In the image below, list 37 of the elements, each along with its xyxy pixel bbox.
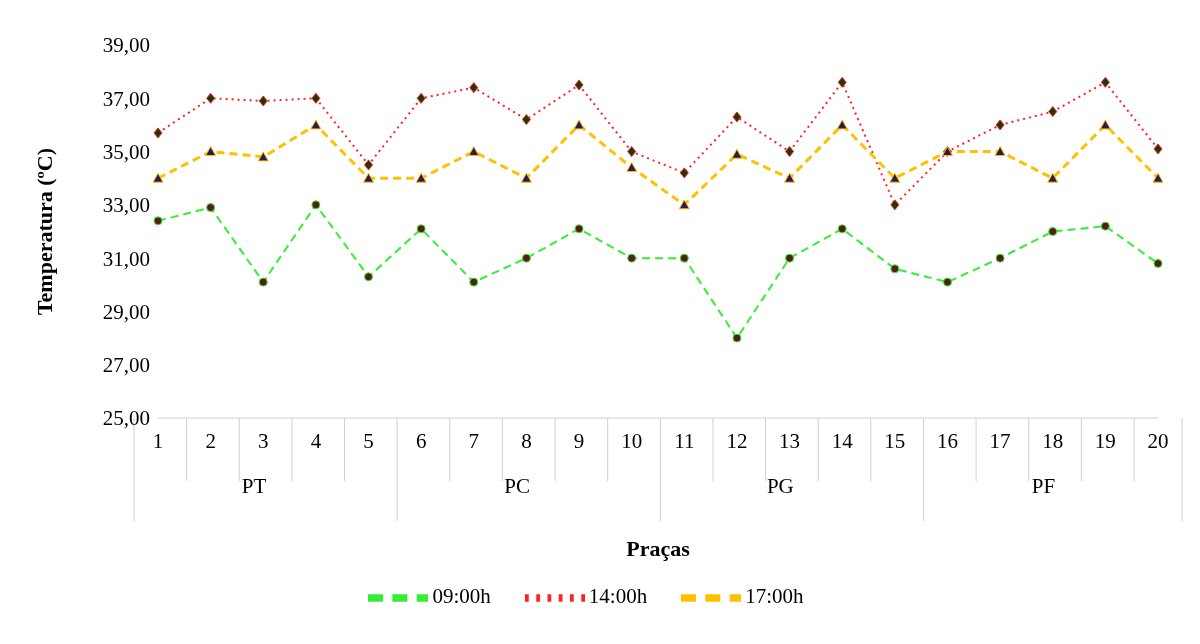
- text: PF: [1031, 474, 1056, 498]
- y-axis-title: Temperatura (ºC): [31, 147, 57, 316]
- x-tick-label: 8: [521, 429, 532, 453]
- x-tick-label: 5: [363, 429, 374, 453]
- legend-label: 17:00h: [745, 583, 804, 608]
- x-tick-label: 2: [205, 429, 216, 453]
- y-tick-label: 29,00: [102, 299, 150, 324]
- x-tick-label: 7: [468, 429, 480, 453]
- x-tick-label: 16: [936, 429, 958, 453]
- x-tick-label: 9: [573, 429, 585, 453]
- legend-label: 09:00h: [432, 583, 491, 608]
- x-tick-label: 3: [258, 429, 269, 453]
- x-tick-label: 17: [989, 429, 1011, 453]
- x-tick-label: 12: [726, 429, 748, 453]
- y-tick-label: 37,00: [102, 86, 150, 111]
- y-tick-label: 35,00: [102, 140, 150, 165]
- text: PT: [241, 474, 267, 498]
- x-tick-label: 6: [415, 429, 427, 453]
- x-tick-label: 4: [310, 429, 322, 453]
- text: PC: [504, 474, 530, 498]
- y-tick-label: 25,00: [102, 406, 150, 431]
- x-tick-label: 15: [884, 429, 906, 453]
- x-tick-label: 13: [779, 429, 801, 453]
- x-tick-label: 19: [1094, 429, 1116, 453]
- text: PG: [766, 474, 794, 498]
- y-tick-label: 31,00: [102, 246, 150, 271]
- y-tick-label: 33,00: [102, 193, 150, 218]
- x-tick-label: 11: [674, 429, 695, 453]
- x-tick-label: 18: [1042, 429, 1064, 453]
- x-tick-label: 20: [1147, 429, 1169, 453]
- x-tick-label: 14: [831, 429, 854, 453]
- x-axis-title: Praças: [626, 536, 691, 561]
- y-tick-label: 27,00: [102, 353, 150, 378]
- y-tick-label: 39,00: [102, 33, 150, 58]
- x-tick-label: 1: [152, 429, 164, 453]
- x-tick-label: 10: [621, 429, 643, 453]
- legend-label: 14:00h: [588, 583, 648, 608]
